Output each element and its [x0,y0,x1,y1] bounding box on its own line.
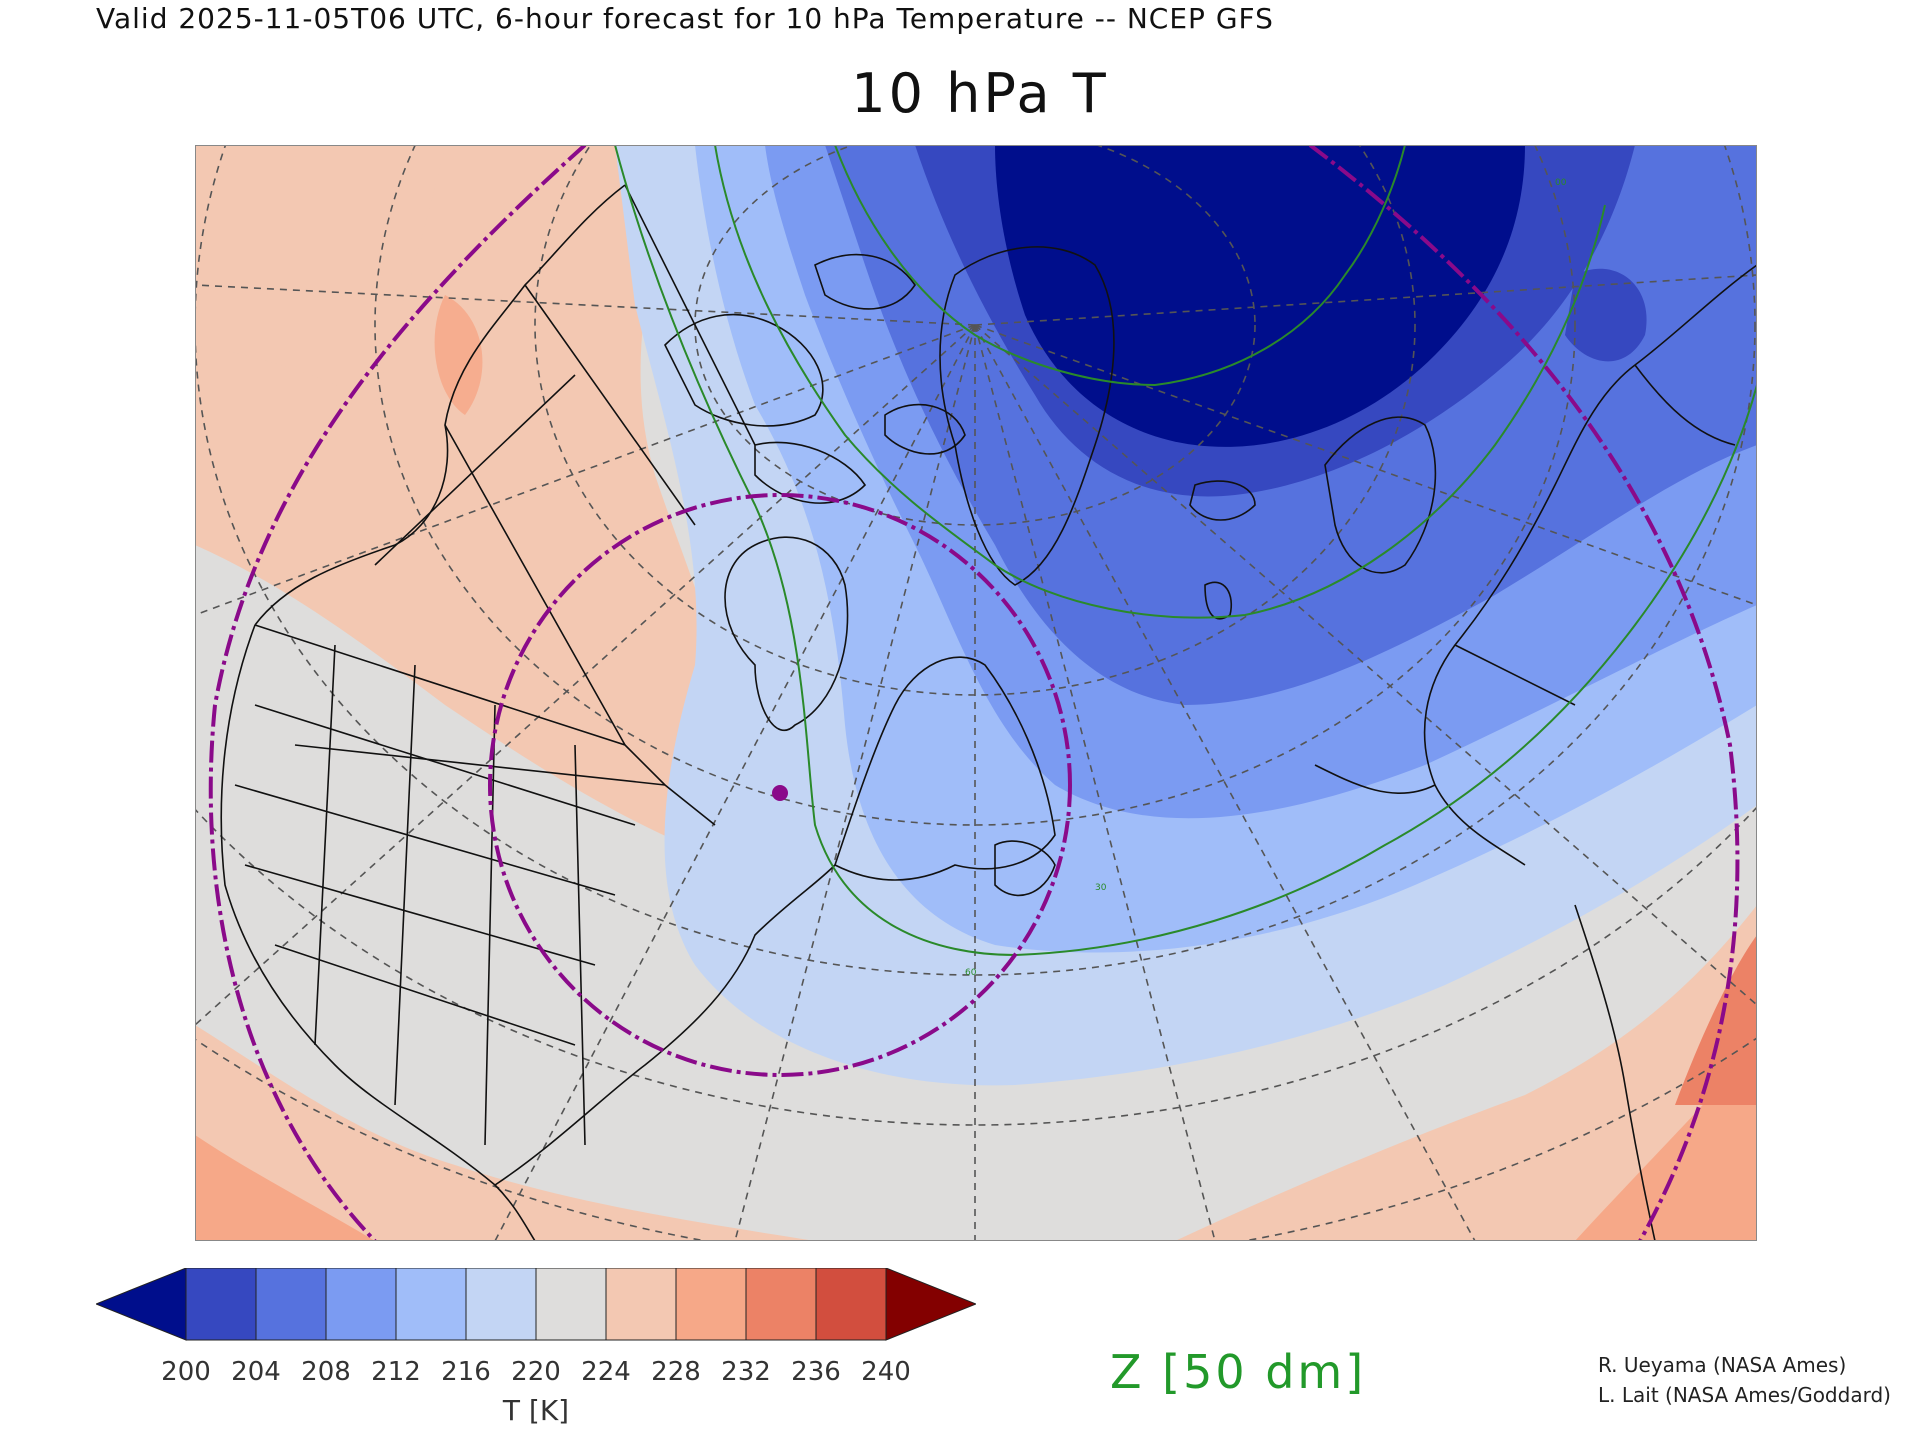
contour-label: 60 [965,968,977,978]
colorbar-segment [815,1268,887,1341]
colorbar-tick-label: 212 [371,1357,421,1387]
temperature-map: 30 60 00 [195,145,1757,1241]
colorbar-title: T [K] [502,1394,570,1427]
europe-asia-coast [1314,264,1757,866]
colorbar-segment [675,1268,747,1341]
warm-patch-bottom-left [195,1135,375,1241]
warm-patch-right [1675,935,1757,1105]
colorbar-under-arrow [96,1268,187,1341]
colorbar-segment [185,1268,257,1341]
colorbar-segment [255,1268,327,1341]
labrador-quebec [834,656,1056,881]
colorbar-segment [535,1268,607,1341]
colorbar-segment [745,1268,817,1341]
height-contour-middle [714,145,1606,619]
colorbar-tick-label: 236 [791,1357,841,1387]
ring-inner [488,493,1072,1077]
purple-rings [208,145,1740,1241]
colorbar-tick-label: 208 [301,1357,351,1387]
contour-label: 30 [1095,883,1107,893]
contour-labels: 30 60 00 [965,178,1567,978]
warm-band-bottom-left [195,1025,815,1241]
colorbar-tick-label: 232 [721,1357,771,1387]
colorbar-tick-label: 204 [231,1357,281,1387]
british-isles [1204,581,1232,620]
temperature-colorbar [96,1268,976,1341]
hudson-bay [724,536,849,732]
height-contour-inner [834,145,1406,387]
coastlines [220,184,1757,1241]
greenland [939,246,1115,586]
colorbar-tick-label: 224 [581,1357,631,1387]
us-canada-border [254,624,716,826]
warm-patch-upper-left [434,295,483,415]
newfoundland [994,840,1056,897]
colorbar-tick-label: 220 [511,1357,561,1387]
colorbar-tick-label: 200 [161,1357,211,1387]
ring-outer [208,145,1740,1241]
colorbar-segment [465,1268,537,1341]
colorbar-tick-label: 228 [651,1357,701,1387]
cold-core-under [995,145,1525,447]
colorbar-segment [605,1268,677,1341]
warm-band-bottom-right [1175,905,1757,1241]
plot-title: 10 hPa T [851,62,1109,125]
contour-label: 00 [1555,178,1567,188]
cold-patch-right [1565,268,1647,362]
scandinavia [1324,416,1437,574]
valid-time-header: Valid 2025-11-05T06 UTC, 6-hour forecast… [96,2,1274,35]
iceland [1189,480,1256,521]
warm-band-upper-left-inner [195,145,445,405]
africa-coast [1574,904,1656,1241]
credit-line-1: R. Ueyama (NASA Ames) [1598,1353,1847,1377]
us-state-lines [234,644,636,1146]
warm-patch-bottom-right [1575,1045,1757,1241]
colorbar-segment [325,1268,397,1341]
colorbar-tick-label: 216 [441,1357,491,1387]
arctic-islands [664,253,966,504]
height-contour-label: Z [50 dm] [1110,1345,1367,1399]
credit-line-2: L. Lait (NASA Ames/Goddard) [1598,1383,1891,1407]
province-lines [294,184,756,786]
ring-center-marker [772,785,788,801]
colorbar-over-arrow [885,1268,976,1341]
colorbar-segment [395,1268,467,1341]
colorbar-tick-label: 240 [861,1357,911,1387]
